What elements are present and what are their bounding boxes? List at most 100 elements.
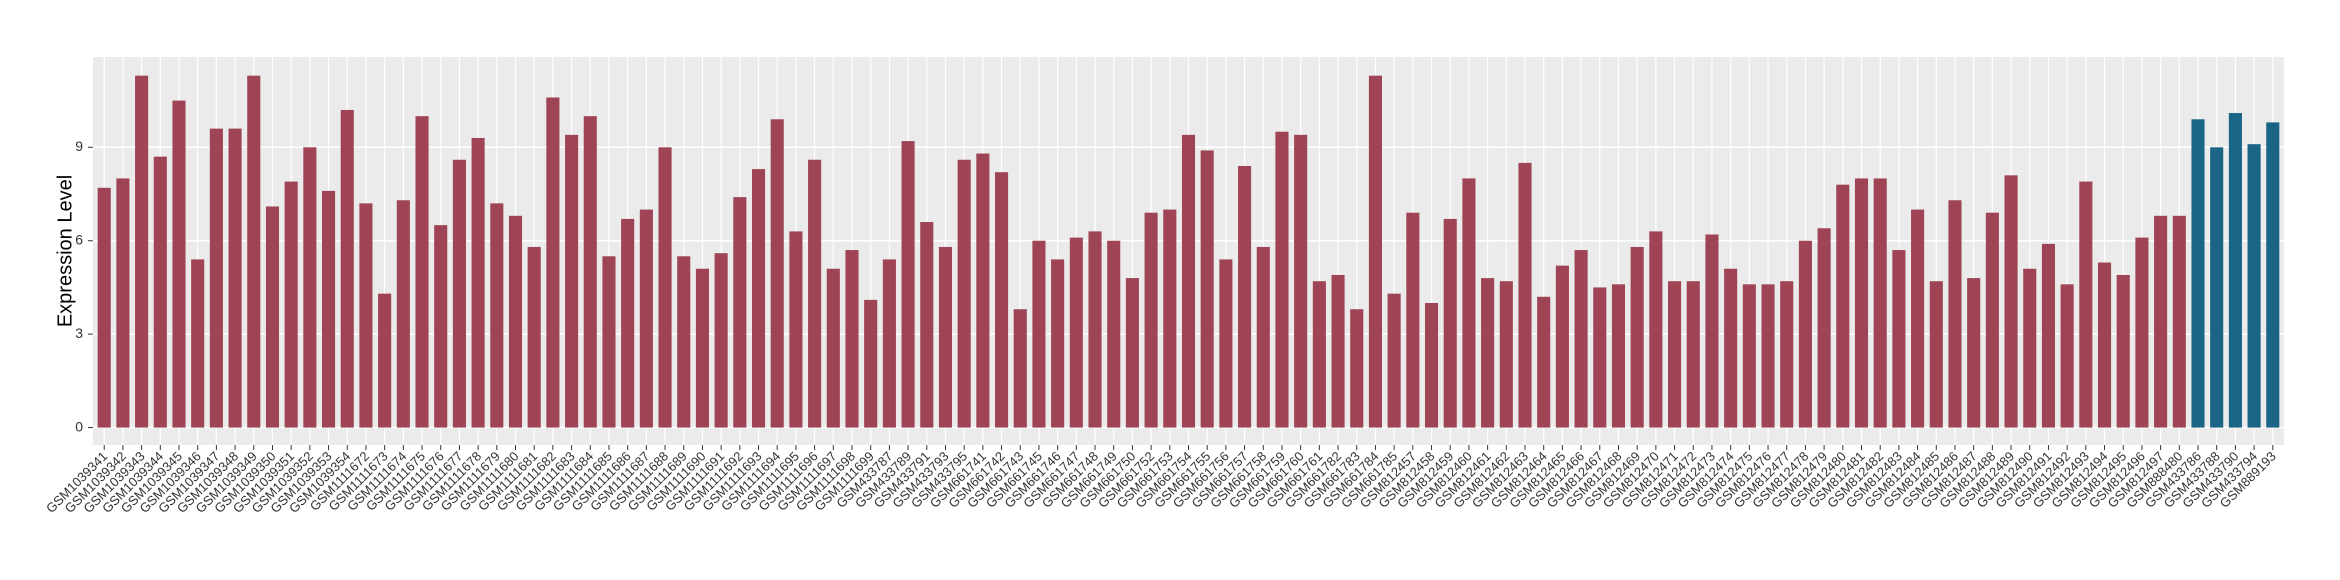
bar xyxy=(452,159,466,428)
bar xyxy=(2097,262,2112,428)
bar xyxy=(2154,215,2168,428)
bar xyxy=(359,203,373,428)
bar xyxy=(957,159,971,428)
bar xyxy=(1630,246,1644,428)
bar xyxy=(1873,178,1887,428)
bar xyxy=(2079,181,2093,428)
bar xyxy=(677,256,691,428)
bar xyxy=(434,225,448,428)
bar xyxy=(621,218,635,428)
bar xyxy=(565,134,579,428)
bar xyxy=(1013,309,1027,428)
bar xyxy=(1499,281,1513,428)
bar xyxy=(490,203,504,428)
bar xyxy=(116,178,130,428)
y-tick-label: 6 xyxy=(75,231,83,247)
bar xyxy=(1574,250,1588,428)
bar xyxy=(2060,284,2074,428)
bar xyxy=(1668,281,1682,428)
bar xyxy=(1967,278,1981,428)
bar xyxy=(303,147,317,428)
bar xyxy=(1368,75,1382,428)
bar xyxy=(1219,259,1233,428)
bar xyxy=(546,97,560,428)
bar xyxy=(1593,287,1607,428)
bar xyxy=(864,299,878,428)
bar xyxy=(1424,303,1439,428)
bar xyxy=(1705,234,1719,428)
bar xyxy=(602,256,616,428)
bar xyxy=(527,246,541,428)
bar xyxy=(2228,113,2242,428)
bar xyxy=(322,190,336,428)
bar xyxy=(1817,228,1831,428)
bar xyxy=(172,100,186,428)
bar xyxy=(808,159,822,428)
bar xyxy=(1312,281,1326,428)
bar xyxy=(1518,162,1532,428)
bar xyxy=(1051,259,1065,428)
bar xyxy=(2266,122,2280,428)
bar xyxy=(1144,212,1158,428)
bar xyxy=(191,259,205,428)
bar xyxy=(1294,134,1308,428)
bar xyxy=(1854,178,1869,428)
bar xyxy=(1649,231,1663,428)
bar xyxy=(1462,178,1476,428)
bar xyxy=(1125,278,1139,428)
bar xyxy=(1911,209,1925,428)
bar xyxy=(2116,274,2130,428)
bar xyxy=(976,153,990,428)
bar xyxy=(658,147,672,428)
bar xyxy=(228,128,242,428)
bar xyxy=(1181,134,1196,428)
y-tick-label: 3 xyxy=(75,325,83,341)
bar xyxy=(1200,150,1214,428)
bar xyxy=(2004,175,2018,428)
y-tick-label: 9 xyxy=(75,138,83,154)
bar xyxy=(938,246,953,428)
bar xyxy=(845,250,859,428)
bar xyxy=(695,268,709,428)
bar xyxy=(789,231,803,428)
bar xyxy=(826,268,840,428)
bar xyxy=(265,206,280,428)
bar xyxy=(135,75,149,428)
y-tick-label: 0 xyxy=(75,418,83,434)
bar xyxy=(247,75,261,428)
bar xyxy=(1724,268,1738,428)
bar xyxy=(639,209,653,428)
bar xyxy=(2172,215,2186,428)
bar xyxy=(209,128,223,428)
bar xyxy=(284,181,298,428)
bar xyxy=(901,141,915,428)
bar xyxy=(751,169,766,428)
bar xyxy=(1387,293,1401,428)
bar xyxy=(1929,281,1943,428)
bar xyxy=(882,259,896,428)
bar xyxy=(1780,281,1794,428)
bar xyxy=(1275,131,1289,428)
bar xyxy=(2210,147,2224,428)
bar xyxy=(340,109,354,428)
bar xyxy=(1406,212,1420,428)
bar xyxy=(2247,144,2261,428)
bar xyxy=(153,156,167,428)
bar xyxy=(2135,237,2149,428)
bar xyxy=(2191,119,2205,428)
y-axis-title: Expression Level xyxy=(54,175,76,327)
bar xyxy=(1742,284,1756,428)
bar xyxy=(995,172,1009,428)
bar xyxy=(1256,246,1270,428)
bar xyxy=(97,187,111,428)
bar xyxy=(583,116,597,428)
bar xyxy=(1032,240,1046,428)
bar xyxy=(1555,265,1569,428)
bar xyxy=(770,119,784,428)
bar xyxy=(1069,237,1083,428)
bar xyxy=(733,197,747,428)
bar xyxy=(378,293,392,428)
bar xyxy=(1107,240,1121,428)
bar xyxy=(471,137,485,428)
bar xyxy=(1088,231,1102,428)
